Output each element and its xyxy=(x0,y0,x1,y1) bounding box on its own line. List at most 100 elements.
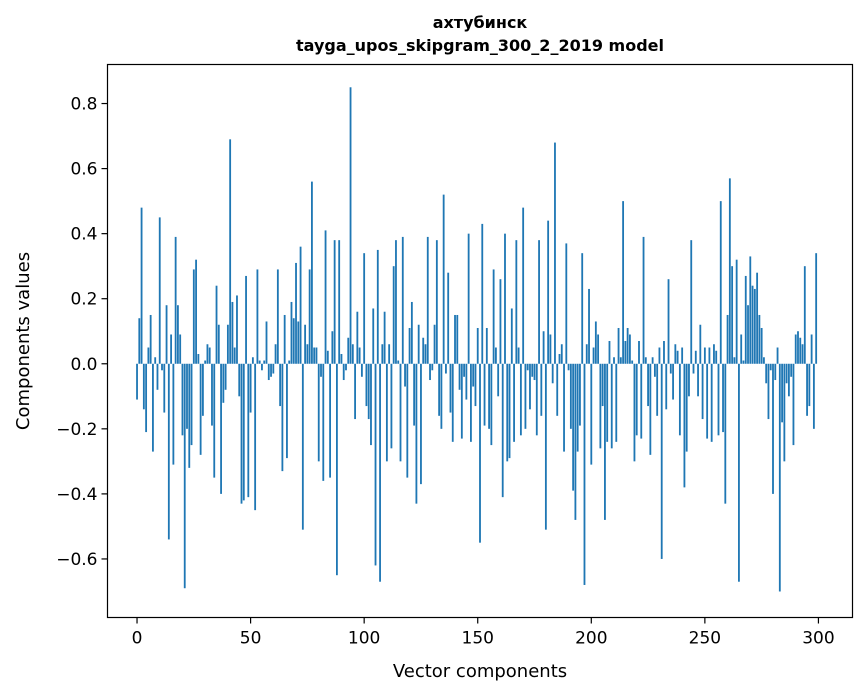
bar xyxy=(569,363,572,429)
bar xyxy=(617,327,620,364)
bar xyxy=(204,360,207,364)
bar xyxy=(360,363,363,377)
bar xyxy=(722,363,724,433)
bar xyxy=(195,259,197,364)
bar xyxy=(333,240,336,364)
x-tick-label: 50 xyxy=(240,629,262,649)
bar xyxy=(653,363,656,377)
bar xyxy=(606,363,609,442)
y-tick-label: 0.2 xyxy=(70,290,97,310)
bar xyxy=(690,240,693,364)
bar xyxy=(726,314,729,364)
bar xyxy=(267,363,270,381)
bar xyxy=(429,363,431,381)
bar xyxy=(751,285,754,364)
bar xyxy=(651,357,654,364)
bar xyxy=(631,360,634,364)
bar xyxy=(392,266,395,364)
bar xyxy=(767,363,770,420)
bar xyxy=(624,341,627,364)
bar xyxy=(370,363,372,446)
bar xyxy=(286,363,288,459)
y-tick-label: −0.4 xyxy=(56,485,97,505)
bar xyxy=(349,87,352,364)
bar xyxy=(426,236,429,364)
bar xyxy=(608,341,611,364)
bar xyxy=(744,275,747,364)
bar xyxy=(728,178,731,364)
bar xyxy=(629,334,631,364)
bar xyxy=(758,314,761,364)
x-tick-label: 150 xyxy=(462,629,494,649)
bar xyxy=(188,363,191,468)
bar xyxy=(488,363,490,429)
bar xyxy=(172,363,175,465)
bar xyxy=(192,269,195,364)
bar xyxy=(263,360,266,364)
bar xyxy=(458,363,461,390)
bar xyxy=(420,363,422,485)
bar xyxy=(644,357,647,364)
bar xyxy=(740,334,743,364)
bar xyxy=(358,347,361,364)
bar xyxy=(785,363,788,384)
bar xyxy=(399,363,402,462)
y-tick-label: 0.0 xyxy=(70,355,97,375)
x-tick-label: 0 xyxy=(132,629,143,649)
bar xyxy=(685,363,688,452)
bar xyxy=(336,363,338,576)
bar xyxy=(633,363,636,462)
bar xyxy=(658,347,661,364)
bar xyxy=(174,236,177,364)
bar xyxy=(713,344,715,364)
bar xyxy=(492,269,495,364)
bar xyxy=(401,236,404,364)
bar xyxy=(161,363,163,371)
bar xyxy=(783,363,786,462)
bar xyxy=(538,240,540,364)
bar xyxy=(404,363,406,387)
bar xyxy=(765,363,768,384)
bar xyxy=(442,194,445,364)
bar xyxy=(415,363,418,504)
bar xyxy=(542,331,545,364)
bar xyxy=(490,363,493,446)
bar xyxy=(376,249,379,364)
bar xyxy=(504,233,506,364)
bar xyxy=(676,350,679,364)
bar xyxy=(483,363,486,426)
bar xyxy=(556,363,559,416)
bar xyxy=(224,363,227,390)
y-axis-label: Components values xyxy=(13,252,34,430)
bar xyxy=(694,350,697,364)
bar xyxy=(774,363,777,381)
bar xyxy=(510,308,513,364)
bar xyxy=(283,314,286,364)
bar xyxy=(249,363,252,413)
bar xyxy=(803,266,806,364)
bar xyxy=(365,363,368,407)
bar xyxy=(251,357,254,364)
bar xyxy=(315,347,318,364)
bar xyxy=(801,344,804,364)
bar xyxy=(317,363,320,462)
bar xyxy=(183,363,186,589)
bar xyxy=(261,363,263,371)
bar xyxy=(142,363,145,410)
bar xyxy=(440,363,443,429)
bar xyxy=(567,363,570,371)
bar xyxy=(220,363,222,494)
bar xyxy=(345,363,347,371)
bar xyxy=(742,360,745,364)
bar xyxy=(506,363,509,462)
bar xyxy=(265,321,268,364)
bar xyxy=(581,253,584,364)
bar xyxy=(604,363,606,520)
bar xyxy=(292,318,295,364)
bar xyxy=(463,363,466,377)
bar xyxy=(479,363,481,543)
bar xyxy=(297,321,300,364)
bar xyxy=(533,363,536,381)
bar xyxy=(460,363,463,439)
bar xyxy=(724,363,727,504)
